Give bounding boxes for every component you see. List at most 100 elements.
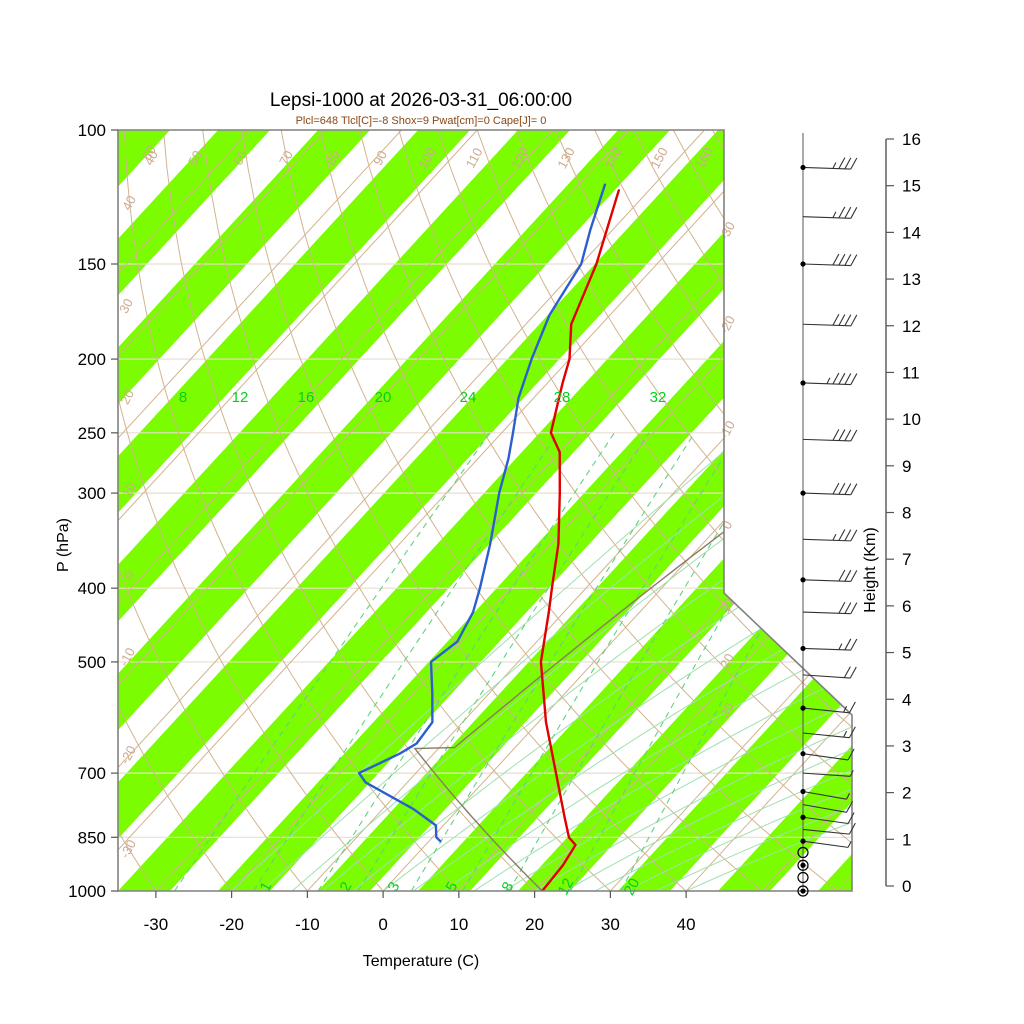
wind-barb bbox=[802, 666, 857, 679]
page-subtitle: Plcl=648 Tlcl[C]=-8 Shox=9 Pwat[cm]=0 Ca… bbox=[296, 115, 547, 127]
isotherm-label: 50 bbox=[139, 143, 159, 163]
barb-full bbox=[838, 206, 846, 219]
barb-half bbox=[843, 730, 848, 738]
barb-full bbox=[838, 569, 846, 582]
dry-adiabat bbox=[476, 130, 852, 891]
barb-full bbox=[832, 429, 840, 441]
saturation-adiabat-label: 32 bbox=[650, 389, 667, 406]
saturation-adiabat-label: 24 bbox=[460, 389, 477, 406]
barb-shaft bbox=[802, 263, 851, 267]
pressure-tick-label: 500 bbox=[78, 653, 106, 672]
barb-half bbox=[847, 841, 852, 848]
barb-half bbox=[843, 705, 848, 713]
level-dot bbox=[800, 862, 806, 868]
barb-full bbox=[832, 253, 840, 266]
barb-half bbox=[838, 643, 843, 650]
isotherm bbox=[118, 130, 554, 891]
mixing-ratio-line bbox=[508, 432, 779, 891]
barb-shaft bbox=[802, 438, 851, 442]
height-tick-label: 12 bbox=[902, 317, 921, 336]
barb-shaft bbox=[802, 804, 847, 813]
sounding-curves bbox=[357, 183, 620, 891]
temperature-tick-label: 10 bbox=[449, 915, 468, 934]
sounding-dewpoint-line bbox=[357, 183, 607, 843]
barb-half bbox=[846, 792, 850, 800]
barb-full bbox=[838, 253, 846, 266]
barb-full bbox=[838, 372, 846, 385]
barb-half bbox=[832, 162, 837, 169]
temperature-tick-label: 40 bbox=[677, 915, 696, 934]
height-tick-label: 10 bbox=[902, 410, 921, 429]
wind-barb bbox=[802, 801, 853, 813]
dry-adiabat bbox=[123, 130, 460, 891]
isotherm bbox=[534, 130, 852, 891]
isotherm-label: 40 bbox=[119, 193, 139, 213]
barb-full bbox=[850, 483, 858, 495]
parcel-path bbox=[413, 166, 852, 891]
height-tick-label: 8 bbox=[902, 504, 911, 523]
humidity-band bbox=[118, 130, 471, 891]
barb-full bbox=[848, 701, 856, 714]
barb-shaft bbox=[802, 828, 850, 835]
dry-adiabat bbox=[280, 130, 763, 891]
barb-full bbox=[844, 206, 852, 219]
isotherm bbox=[118, 130, 781, 891]
level-dot bbox=[800, 751, 806, 757]
height-tick-label: 6 bbox=[902, 597, 911, 616]
level-dot bbox=[800, 838, 806, 844]
height-tick-label: 7 bbox=[902, 550, 911, 569]
barb-full bbox=[844, 254, 852, 266]
barb-shaft bbox=[802, 790, 847, 800]
dry-adiabat bbox=[118, 130, 384, 891]
dry-adiabat bbox=[118, 130, 308, 891]
saturation-adiabat-labels: 8 12 16 20 24 28 32 bbox=[179, 389, 667, 406]
dry-adiabat bbox=[241, 130, 687, 891]
barb-half bbox=[849, 770, 854, 777]
wind-barb bbox=[802, 701, 856, 714]
mixing-ratio-label: 12 bbox=[555, 876, 578, 899]
barb-full bbox=[844, 157, 852, 170]
humidity-band bbox=[118, 130, 852, 891]
barb-full bbox=[850, 529, 858, 542]
height-tick-label: 4 bbox=[902, 690, 911, 709]
barb-full bbox=[850, 207, 858, 219]
temperature-axis: -30 -20 -10 0 10 20 30 40 bbox=[144, 891, 696, 934]
barb-shaft bbox=[802, 647, 851, 651]
barb-full bbox=[847, 812, 855, 824]
wind-barb bbox=[802, 601, 858, 615]
barb-shaft bbox=[802, 840, 849, 848]
calm-circle bbox=[797, 859, 809, 871]
saturation-adiabat-label: 28 bbox=[554, 389, 571, 406]
barb-shaft bbox=[802, 611, 851, 615]
calm-circle bbox=[797, 871, 809, 884]
dry-adiabat-label: 60 bbox=[230, 148, 250, 168]
dry-adiabat bbox=[319, 130, 838, 891]
isotherm bbox=[118, 130, 251, 891]
pressure-tick-label: 250 bbox=[78, 424, 106, 443]
pressure-tick-label: 100 bbox=[78, 121, 106, 140]
barb-full bbox=[844, 602, 852, 614]
height-tick-label: 3 bbox=[902, 737, 911, 756]
barb-shaft bbox=[802, 772, 851, 777]
humidity-band bbox=[118, 130, 371, 891]
height-tick-label: 9 bbox=[902, 457, 911, 476]
barb-full bbox=[844, 638, 852, 651]
dry-adiabat bbox=[118, 130, 157, 891]
wind-barb bbox=[802, 529, 858, 542]
level-dot bbox=[800, 814, 806, 820]
mixing-ratio-label: 20 bbox=[621, 876, 644, 899]
sounding-temperature-line bbox=[539, 189, 620, 891]
isotherm bbox=[307, 130, 852, 891]
isotherm bbox=[610, 130, 852, 891]
moist-adiabat bbox=[352, 142, 852, 891]
wind-barb bbox=[802, 812, 855, 825]
barb-full bbox=[844, 373, 852, 385]
pressure-axis: 100 150 200 250 300 400 500 700 850 1000 bbox=[68, 121, 118, 901]
barb-full bbox=[838, 601, 846, 614]
wind-barb-column bbox=[797, 133, 858, 897]
isotherm-label: 30 bbox=[116, 296, 136, 316]
wind-barb bbox=[802, 748, 855, 761]
isotherm bbox=[118, 130, 327, 891]
